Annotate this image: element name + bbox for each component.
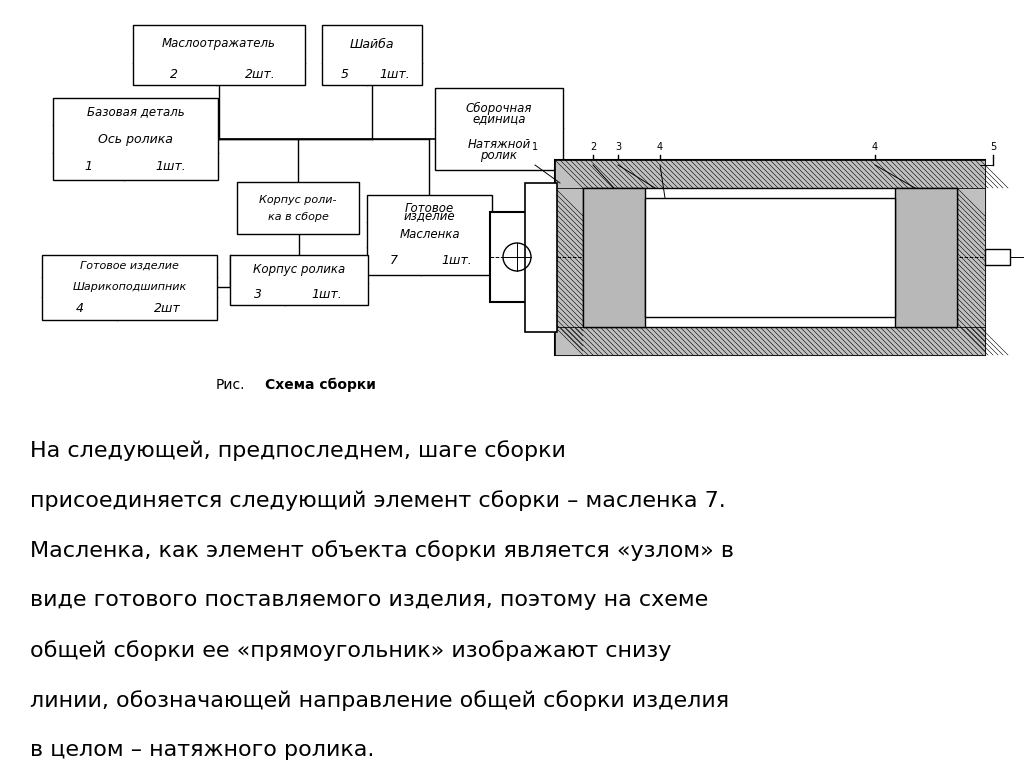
Text: Шарикоподшипник: Шарикоподшипник	[73, 282, 186, 292]
Text: линии, обозначающей направление общей сборки изделия: линии, обозначающей направление общей сб…	[30, 690, 729, 711]
Text: 1: 1	[84, 160, 92, 173]
Text: Масленка: Масленка	[399, 229, 460, 242]
Text: 3: 3	[615, 142, 622, 152]
Text: 5: 5	[341, 67, 348, 81]
Text: 2: 2	[590, 142, 596, 152]
Text: Маслоотражатель: Маслоотражатель	[162, 38, 275, 51]
Text: 1шт.: 1шт.	[156, 160, 186, 173]
Bar	[237, 182, 359, 234]
Bar	[367, 195, 492, 275]
Text: 2шт.: 2шт.	[245, 67, 275, 81]
Text: виде готового поставляемого изделия, поэтому на схеме: виде готового поставляемого изделия, поэ…	[30, 590, 709, 610]
Text: 4: 4	[657, 142, 664, 152]
Text: Натяжной: Натяжной	[467, 137, 530, 150]
Text: Сборочная: Сборочная	[466, 101, 532, 114]
Text: Корпус роли-: Корпус роли-	[259, 195, 337, 205]
Bar	[957, 188, 985, 327]
Text: изделие: изделие	[403, 209, 456, 222]
Text: ка в сборе: ка в сборе	[267, 212, 329, 222]
Bar	[490, 212, 545, 302]
Text: общей сборки ее «прямоугольник» изображают снизу: общей сборки ее «прямоугольник» изобража…	[30, 640, 672, 661]
Text: Масленка, как элемент объекта сборки является «узлом» в: Масленка, как элемент объекта сборки явл…	[30, 540, 734, 561]
Bar	[555, 160, 985, 355]
Text: Шайба: Шайба	[350, 38, 394, 51]
Text: 7: 7	[390, 255, 398, 268]
Bar	[555, 188, 583, 327]
Text: Корпус ролика: Корпус ролика	[253, 262, 345, 275]
Text: 2шт: 2шт	[154, 302, 180, 315]
Text: Схема сборки: Схема сборки	[264, 378, 376, 392]
Text: ролик: ролик	[480, 150, 517, 163]
Text: 1шт.: 1шт.	[441, 255, 472, 268]
Bar	[645, 198, 895, 317]
Bar	[322, 25, 422, 85]
Text: Готовое: Готовое	[404, 202, 454, 216]
Bar	[555, 327, 985, 355]
Text: 3: 3	[254, 288, 261, 301]
Bar	[895, 188, 957, 327]
Bar	[133, 25, 305, 85]
Bar	[230, 255, 368, 305]
Bar	[583, 188, 645, 327]
Text: 5: 5	[990, 142, 996, 152]
Bar	[985, 249, 1010, 265]
Bar	[555, 160, 985, 188]
Text: в целом – натяжного ролика.: в целом – натяжного ролика.	[30, 740, 375, 760]
Bar	[583, 188, 957, 327]
Text: Ось ролика: Ось ролика	[98, 133, 173, 146]
Text: Рис.: Рис.	[215, 378, 245, 392]
Bar	[435, 88, 563, 170]
Text: 1шт.: 1шт.	[379, 67, 410, 81]
Text: присоединяется следующий элемент сборки – масленка 7.: присоединяется следующий элемент сборки …	[30, 490, 726, 511]
Text: единица: единица	[472, 113, 525, 126]
Text: 4: 4	[872, 142, 878, 152]
Text: На следующей, предпоследнем, шаге сборки: На следующей, предпоследнем, шаге сборки	[30, 440, 566, 461]
Text: 1: 1	[531, 142, 538, 152]
Bar	[42, 255, 217, 320]
Text: 4: 4	[76, 302, 84, 315]
Bar	[53, 98, 218, 180]
Text: 1шт.: 1шт.	[311, 288, 342, 301]
Text: 2: 2	[170, 67, 178, 81]
Bar	[525, 183, 557, 332]
Text: Готовое изделие: Готовое изделие	[80, 261, 179, 271]
Text: Базовая деталь: Базовая деталь	[87, 106, 184, 118]
